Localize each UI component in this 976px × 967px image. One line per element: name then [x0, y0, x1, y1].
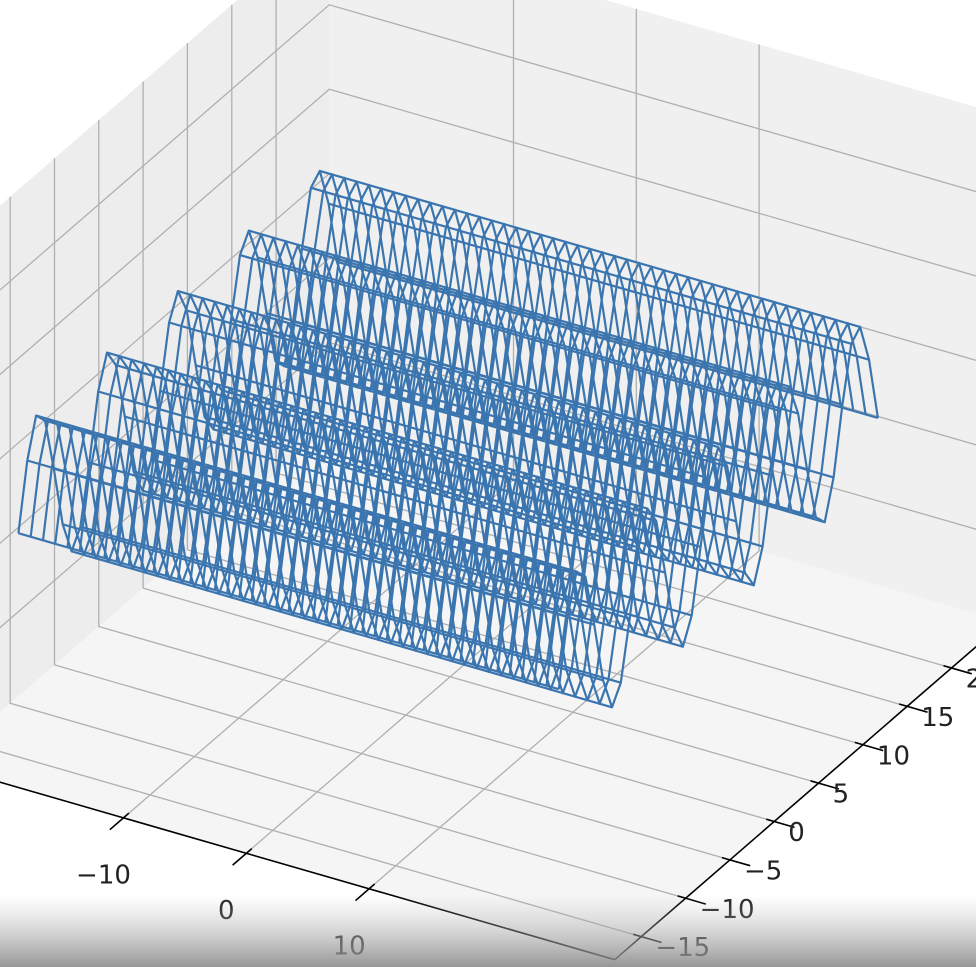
wire-column — [66, 183, 388, 567]
wire-column — [520, 315, 843, 698]
wire-column — [410, 283, 732, 666]
wire-column — [54, 180, 376, 563]
wire-column — [471, 300, 793, 684]
wire-column — [78, 187, 400, 571]
wire-column — [41, 176, 364, 560]
wire-column — [348, 265, 671, 649]
y-tick — [898, 703, 928, 713]
y-tick — [854, 741, 884, 752]
bottom-shadow — [0, 895, 976, 967]
y-tick-label: −5 — [744, 856, 782, 886]
wire-column — [189, 219, 511, 602]
x-tick — [109, 812, 130, 831]
wire-column — [226, 230, 548, 613]
wire-column — [422, 286, 744, 670]
y-tick-label: 0 — [788, 818, 805, 848]
z-grid-line — [0, 4, 976, 291]
wire-column — [287, 247, 609, 631]
wire-column — [164, 212, 486, 595]
wire-column — [496, 308, 818, 691]
z-grid-line — [0, 88, 976, 376]
y-grid-line — [0, 750, 642, 938]
wire-column — [262, 240, 585, 624]
wire-column — [434, 290, 757, 673]
wire-column — [213, 226, 536, 610]
wire-column — [557, 325, 879, 709]
y-tick — [721, 856, 751, 867]
y-tick — [765, 818, 795, 829]
wire-column — [127, 201, 450, 585]
wire-column — [447, 293, 769, 677]
wire-column — [103, 194, 425, 578]
y-tick — [810, 780, 840, 790]
wire-column — [312, 254, 634, 638]
wire-column — [361, 269, 683, 652]
wire-column — [299, 251, 622, 634]
wire-column — [459, 297, 781, 680]
wire-column — [385, 276, 707, 659]
wire-column — [533, 318, 855, 702]
wire-column — [201, 222, 523, 606]
wire-column — [545, 322, 867, 705]
x-tick — [232, 847, 253, 866]
wire-column — [115, 198, 437, 581]
y-tick-label: 5 — [833, 780, 850, 810]
wire-column — [91, 191, 413, 574]
y-tick — [943, 664, 973, 675]
wire-column — [250, 237, 572, 620]
wire-column — [275, 244, 597, 627]
y-tick-label: 10 — [877, 741, 910, 771]
wire-column — [152, 208, 474, 592]
wire-column — [324, 258, 646, 641]
y-tick-label: 15 — [921, 703, 954, 733]
wire-column — [373, 272, 695, 656]
wire-column — [29, 173, 351, 556]
wire-column — [398, 279, 720, 663]
y-tick-label: 20 — [966, 664, 976, 694]
wire-column — [177, 215, 499, 599]
x-tick-label: −10 — [76, 860, 131, 890]
wire-column — [140, 205, 462, 588]
wire-column — [238, 233, 560, 617]
wire-column — [336, 261, 658, 645]
wire-column — [17, 169, 339, 553]
wire-column — [484, 304, 806, 688]
wire-column — [508, 311, 830, 695]
